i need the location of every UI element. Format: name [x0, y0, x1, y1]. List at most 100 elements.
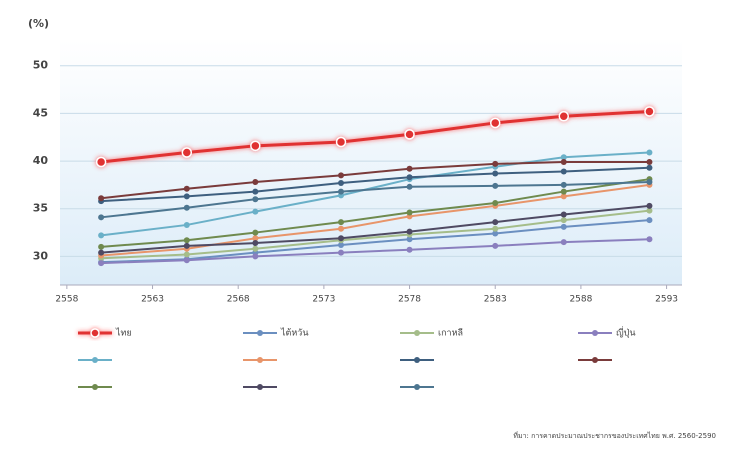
point	[560, 211, 567, 218]
legend-label: ญี่ปุ่น	[616, 326, 636, 339]
legend-item	[578, 330, 612, 336]
point	[492, 225, 499, 232]
point	[98, 232, 105, 239]
legend-label: ไทย	[115, 328, 132, 339]
point	[560, 181, 567, 188]
point	[406, 228, 413, 235]
point	[338, 188, 345, 195]
x-tick-label: 2593	[655, 295, 678, 305]
series	[98, 181, 653, 259]
legend-item	[400, 384, 434, 390]
point	[335, 136, 347, 148]
series	[98, 179, 653, 221]
point	[406, 236, 413, 243]
point	[95, 156, 107, 168]
point	[183, 237, 190, 244]
legend-item	[578, 357, 612, 363]
legend-marker	[90, 328, 100, 338]
series-line	[101, 166, 650, 203]
legend-marker	[592, 330, 598, 336]
point	[646, 149, 653, 156]
series-line	[101, 178, 650, 248]
legend-label: เกาหลี	[438, 328, 463, 339]
point	[646, 164, 653, 171]
point	[492, 242, 499, 249]
point	[252, 253, 259, 260]
series	[98, 149, 653, 239]
x-tick-label: 2588	[569, 295, 592, 305]
legend-item	[243, 357, 277, 363]
point	[560, 217, 567, 224]
point	[560, 188, 567, 195]
legend-item	[400, 357, 434, 363]
point	[338, 179, 345, 186]
point	[252, 179, 259, 186]
point	[183, 251, 190, 258]
legend-marker	[257, 384, 263, 390]
series-line	[101, 209, 650, 260]
x-tick-label: 2578	[398, 295, 421, 305]
point	[646, 159, 653, 166]
point	[646, 236, 653, 243]
source: ที่มา: การคาดประมาณประชากรของประเทศไทย พ…	[513, 431, 716, 440]
point	[489, 117, 501, 129]
point	[558, 111, 570, 122]
x-tick-label: 2573	[312, 295, 335, 305]
point	[492, 182, 499, 189]
series-line	[101, 151, 650, 237]
legend-item	[400, 330, 434, 336]
point	[560, 223, 567, 230]
point	[560, 159, 567, 166]
point	[183, 221, 190, 228]
point	[406, 165, 413, 172]
legend-item	[243, 384, 277, 390]
legend-marker	[92, 357, 98, 363]
series-line	[101, 183, 650, 257]
legend-marker	[414, 357, 420, 363]
point	[560, 239, 567, 246]
legend-item	[78, 384, 112, 390]
legend-item	[78, 328, 112, 338]
point	[98, 249, 105, 256]
legend-marker	[92, 384, 98, 390]
point	[492, 230, 499, 237]
point	[252, 196, 259, 203]
y-tick-label: 35	[33, 202, 48, 215]
point	[338, 235, 345, 242]
point	[492, 170, 499, 177]
x-tick-label: 2558	[55, 295, 78, 305]
point	[252, 188, 259, 195]
point	[646, 179, 653, 186]
series	[98, 236, 653, 267]
point	[406, 209, 413, 216]
point	[252, 229, 259, 236]
point	[98, 260, 105, 267]
series-line	[101, 161, 650, 200]
point	[404, 129, 415, 140]
series	[98, 164, 653, 205]
x-tick-label: 2568	[227, 295, 250, 305]
point	[560, 193, 567, 200]
point	[252, 208, 259, 215]
legend-item	[78, 357, 112, 363]
point	[406, 174, 413, 181]
point	[644, 106, 655, 117]
point	[183, 257, 190, 264]
x-tick-label: 2563	[141, 295, 164, 305]
series-line	[101, 219, 650, 264]
series-line	[101, 204, 650, 254]
point	[646, 202, 653, 209]
point	[492, 219, 499, 226]
point	[406, 246, 413, 253]
point	[492, 200, 499, 207]
point	[98, 243, 105, 250]
point	[338, 225, 345, 232]
point	[338, 241, 345, 248]
point	[250, 140, 261, 152]
point	[252, 245, 259, 252]
y-axis-label: (%)	[28, 17, 49, 30]
y-tick-label: 50	[33, 59, 49, 72]
point	[492, 160, 499, 167]
series-line	[101, 181, 650, 219]
